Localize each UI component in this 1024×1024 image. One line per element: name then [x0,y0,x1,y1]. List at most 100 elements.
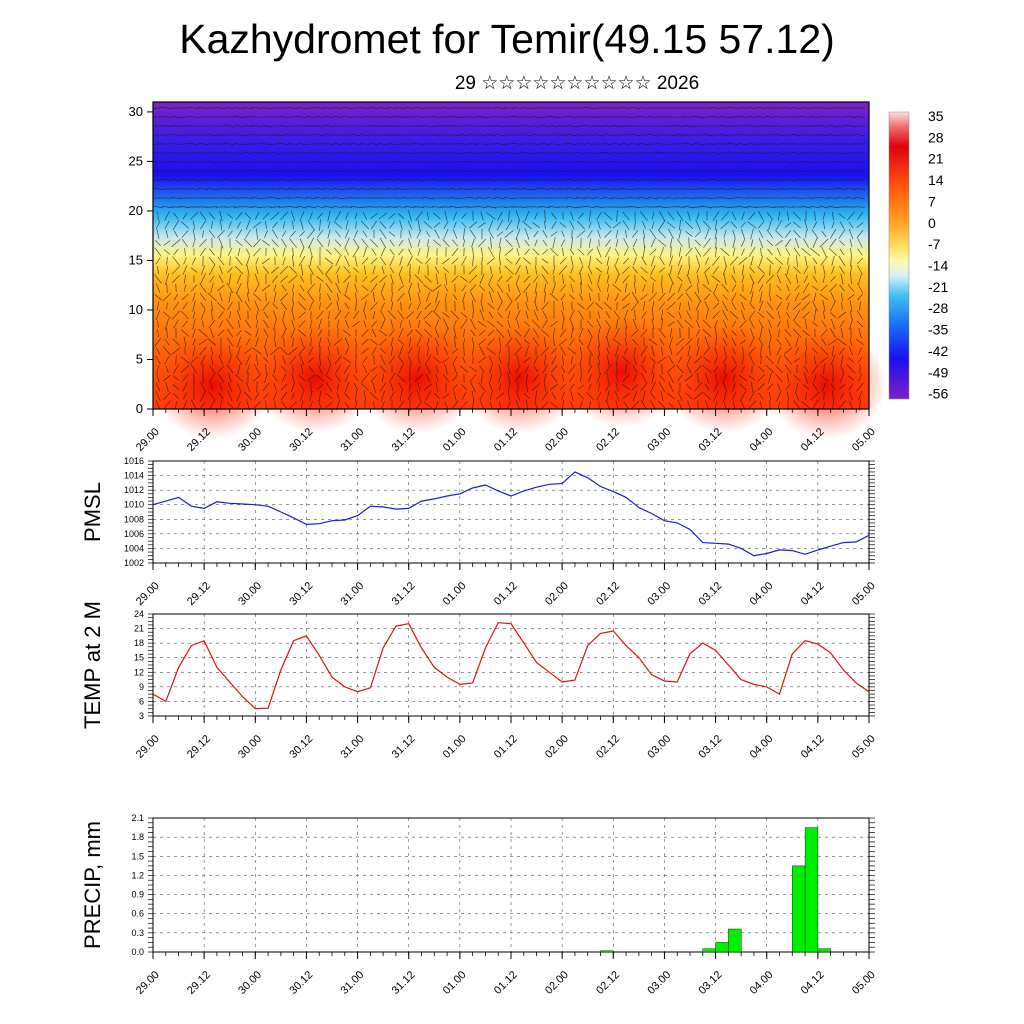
wind-vector [786,284,790,292]
wind-vector [821,382,827,392]
wind-vector [749,337,755,347]
wind-vector [562,247,564,257]
wind-vector [567,124,577,128]
wind-vector [649,228,657,240]
wind-vector [562,374,564,382]
wind-vector [424,275,432,283]
wind-vector [407,355,413,365]
wind-vector [830,383,836,391]
wind-vector [577,248,585,256]
wind-vector [588,255,592,267]
wind-vector [202,320,204,328]
wind-vector [786,391,790,401]
wind-vector [686,384,692,390]
wind-vector [441,151,451,155]
wind-vector [425,291,431,303]
wind-vector [612,338,622,346]
pmsl-grid [153,460,869,564]
wind-vector [318,318,322,330]
wind-vector [795,347,799,355]
wind-vector [398,382,404,392]
wind-vector [479,309,485,321]
wind-vector [379,365,387,373]
wind-vector [597,345,601,357]
wind-vector [395,197,407,199]
colorbar-label: 28 [928,129,944,145]
wind-vector [597,336,601,348]
wind-vector [577,220,585,230]
wind-vector [588,210,592,222]
wind-vector [557,170,569,172]
wind-vector [731,292,737,302]
wind-vector [740,228,746,240]
wind-vector [793,400,801,410]
wind-vector [796,383,798,391]
wind-vector [237,401,241,409]
wind-vector [687,265,691,275]
wind-vector [361,285,369,291]
wind-vector [436,273,438,285]
wind-vector [299,275,305,283]
wind-vector [503,143,515,145]
wind-vector [468,151,478,155]
wind-vector [305,179,317,181]
wind-vector [586,320,594,328]
wind-vector [732,382,736,392]
wind-vector [325,274,333,284]
wind-vector [514,329,522,337]
wind-vector [280,301,288,311]
wind-vector [580,373,582,383]
wind-vector [678,228,682,240]
wind-vector [800,125,812,127]
wind-vector [291,284,295,292]
wind-vector [389,356,395,364]
wind-vector [557,152,569,154]
wind-vector [498,364,502,374]
wind-vector [533,230,539,238]
wind-vector [431,134,443,136]
wind-vector [831,266,835,274]
wind-vector [759,400,763,410]
wind-vector [296,161,308,163]
wind-vector [775,230,783,238]
wind-vector [181,310,189,320]
wind-vector [354,229,358,239]
wind-vector [524,239,530,247]
wind-vector [297,301,307,311]
wind-vector [253,401,261,409]
wind-vector [522,106,532,110]
wind-vector [292,220,294,230]
wind-vector [805,230,807,238]
wind-vector [163,391,171,401]
wind-vector [165,265,169,275]
wind-vector [730,365,738,373]
wind-vector [152,107,164,109]
wind-vector [567,196,577,200]
wind-vector [272,221,278,229]
wind-vector [296,125,308,127]
wind-vector [399,220,403,230]
wind-vector [261,106,271,110]
wind-vector [701,179,713,181]
wind-vector [695,219,701,231]
wind-vector [683,152,695,154]
wind-vector [341,143,353,145]
wind-vector [668,336,674,348]
wind-vector [308,365,314,373]
wind-vector [812,221,818,229]
colorbar-label: 14 [928,172,944,188]
wind-vector [740,239,746,247]
wind-vector [458,188,470,190]
wind-vector [225,151,235,155]
wind-vector [162,311,172,319]
wind-vector [272,391,278,401]
wind-vector [768,319,772,329]
wind-vector [857,248,863,256]
wind-vector [570,283,574,293]
wind-vector [327,293,331,301]
wind-vector [351,133,361,137]
wind-vector [794,237,800,249]
wind-vector [802,282,810,294]
page-subtitle: 29 ☆☆☆☆☆☆☆☆☆☆ 2026 [454,73,700,94]
wind-vector [450,151,460,155]
